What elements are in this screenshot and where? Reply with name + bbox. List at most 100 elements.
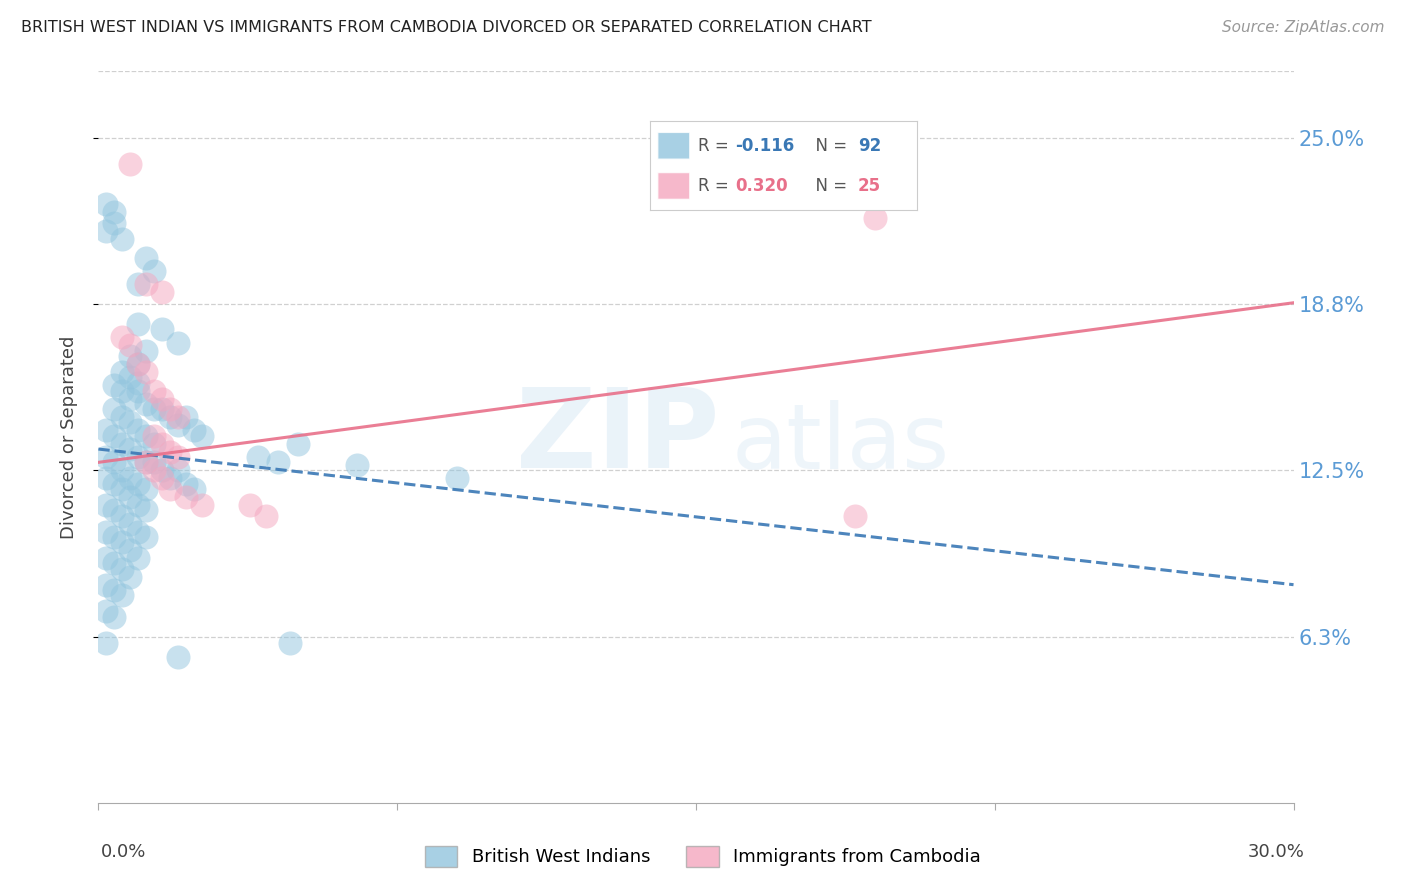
Point — [103, 503, 125, 517]
Point — [246, 450, 269, 464]
Point — [120, 516, 142, 531]
Point — [150, 463, 173, 477]
Point — [103, 455, 125, 469]
Point — [127, 450, 149, 464]
Point — [159, 410, 181, 425]
Point — [127, 524, 149, 539]
Point — [120, 416, 142, 430]
Point — [143, 264, 166, 278]
Point — [159, 471, 181, 485]
Point — [96, 498, 118, 512]
Point — [103, 476, 125, 491]
Point — [96, 424, 118, 438]
Point — [143, 429, 166, 443]
Point — [127, 357, 149, 371]
Point — [103, 582, 125, 597]
Point — [127, 476, 149, 491]
Point — [150, 402, 173, 417]
Point — [120, 570, 142, 584]
Point — [103, 378, 125, 392]
Point — [135, 503, 157, 517]
Text: R =: R = — [697, 177, 734, 195]
Point — [174, 476, 197, 491]
Text: BRITISH WEST INDIAN VS IMMIGRANTS FROM CAMBODIA DIVORCED OR SEPARATED CORRELATIO: BRITISH WEST INDIAN VS IMMIGRANTS FROM C… — [21, 20, 872, 35]
Point — [143, 455, 166, 469]
Point — [103, 530, 125, 544]
Text: -0.116: -0.116 — [735, 136, 794, 155]
Point — [111, 588, 134, 602]
Point — [127, 317, 149, 331]
Point — [135, 429, 157, 443]
Point — [150, 392, 173, 406]
Text: 0.0%: 0.0% — [101, 843, 146, 861]
Point — [120, 392, 142, 406]
Point — [96, 224, 118, 238]
Point — [111, 535, 134, 549]
Point — [111, 436, 134, 450]
Point — [159, 402, 181, 417]
Point — [111, 384, 134, 398]
Point — [135, 277, 157, 292]
Point — [127, 277, 149, 292]
Text: atlas: atlas — [733, 401, 950, 489]
Point — [127, 384, 149, 398]
Point — [111, 365, 134, 379]
Point — [159, 482, 181, 496]
Point — [103, 216, 125, 230]
Point — [183, 424, 205, 438]
Point — [174, 410, 197, 425]
Point — [183, 482, 205, 496]
Point — [120, 442, 142, 456]
Point — [120, 471, 142, 485]
Point — [287, 436, 309, 450]
Point — [143, 463, 166, 477]
Point — [120, 157, 142, 171]
Text: 25: 25 — [858, 177, 882, 195]
Point — [167, 335, 190, 350]
Point — [111, 330, 134, 344]
Point — [111, 508, 134, 523]
Point — [167, 418, 190, 433]
Point — [111, 482, 134, 496]
Point — [346, 458, 368, 472]
Point — [120, 543, 142, 558]
Point — [120, 490, 142, 504]
Point — [159, 444, 181, 458]
Point — [278, 636, 301, 650]
Text: N =: N = — [804, 177, 852, 195]
Point — [267, 455, 290, 469]
FancyBboxPatch shape — [658, 132, 690, 159]
Point — [103, 609, 125, 624]
Point — [127, 376, 149, 390]
Point — [135, 365, 157, 379]
Y-axis label: Divorced or Separated: Divorced or Separated — [59, 335, 77, 539]
Point — [111, 232, 134, 246]
Point — [135, 455, 157, 469]
Point — [111, 562, 134, 576]
Point — [174, 490, 197, 504]
Text: 0.320: 0.320 — [735, 177, 787, 195]
Point — [111, 410, 134, 425]
Point — [167, 463, 190, 477]
Point — [135, 482, 157, 496]
Point — [103, 557, 125, 571]
Point — [191, 429, 214, 443]
Point — [127, 357, 149, 371]
Point — [239, 498, 262, 512]
Point — [120, 370, 142, 384]
Text: R =: R = — [697, 136, 734, 155]
Point — [191, 498, 214, 512]
Text: Source: ZipAtlas.com: Source: ZipAtlas.com — [1222, 20, 1385, 35]
FancyBboxPatch shape — [658, 172, 690, 199]
Point — [135, 343, 157, 358]
Point — [135, 530, 157, 544]
Text: ZIP: ZIP — [516, 384, 720, 491]
Point — [167, 410, 190, 425]
Point — [143, 384, 166, 398]
Point — [150, 436, 173, 450]
Point — [865, 211, 887, 225]
Point — [103, 205, 125, 219]
Point — [127, 498, 149, 512]
Point — [135, 397, 157, 411]
Point — [150, 285, 173, 299]
